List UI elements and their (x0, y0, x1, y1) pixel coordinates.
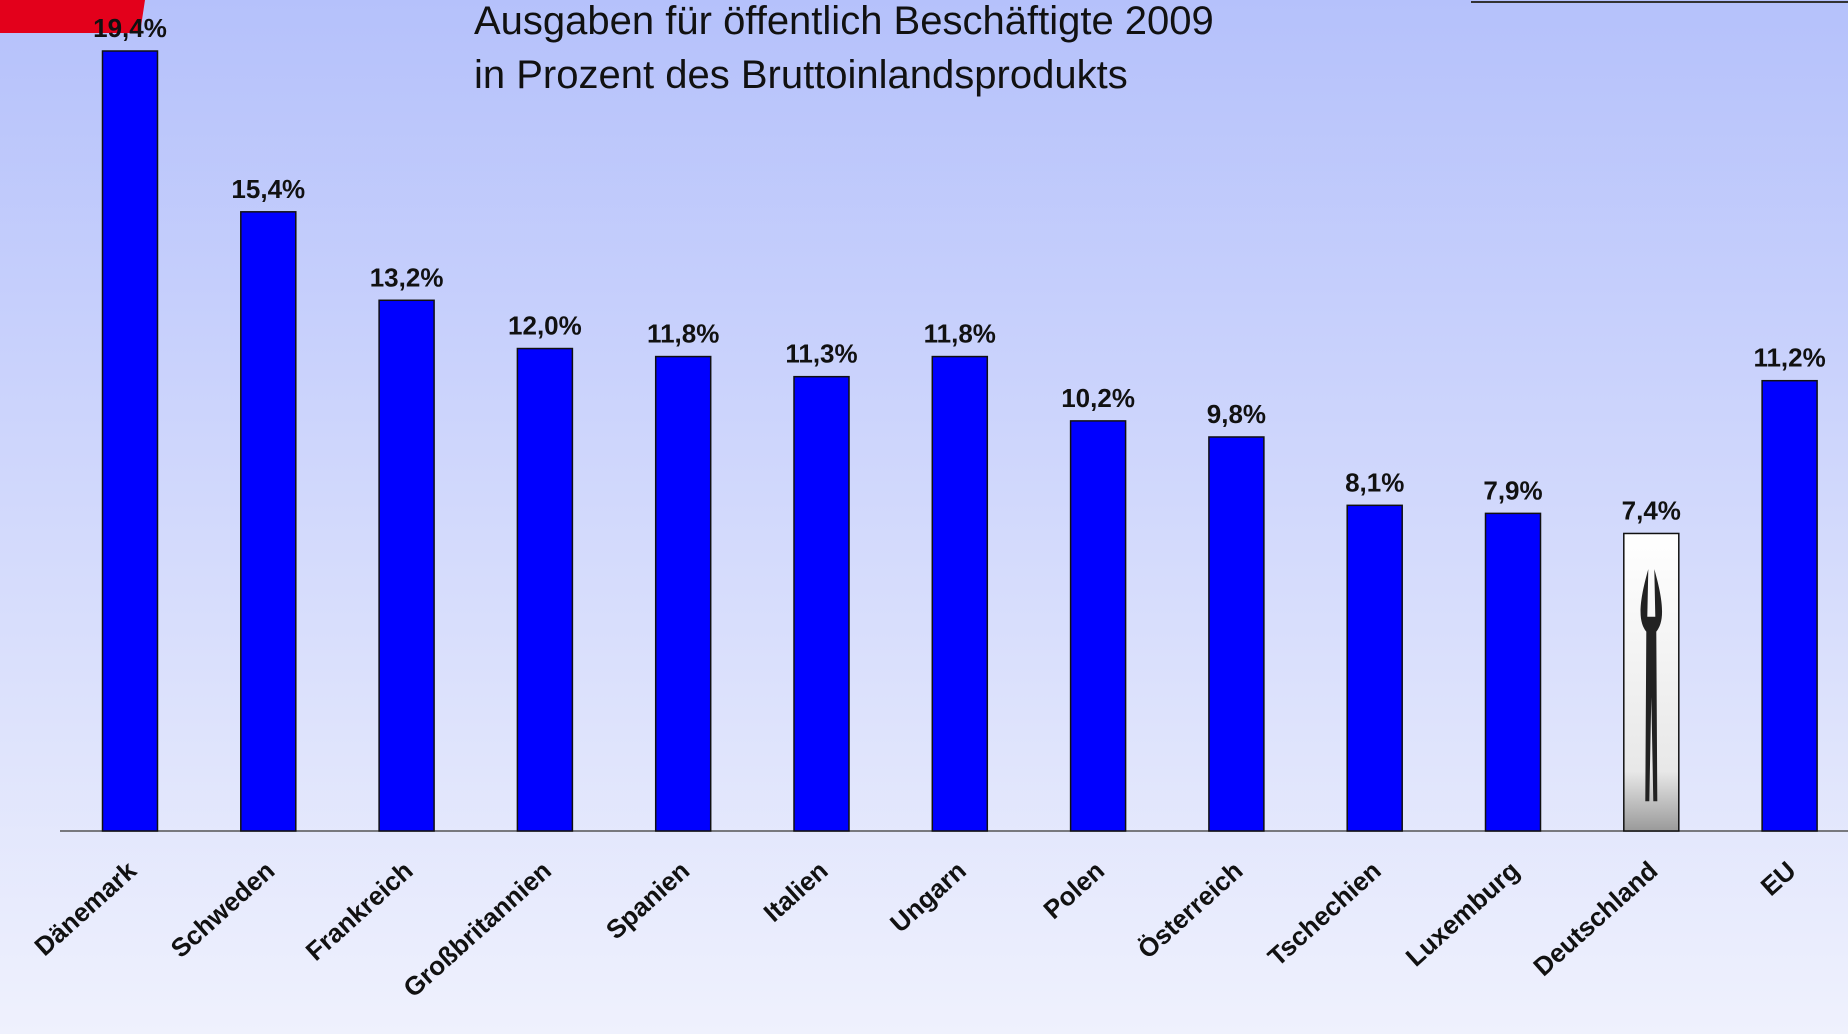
bar (378, 299, 435, 832)
value-label: 11,2% (1753, 343, 1825, 373)
logo (0, 0, 145, 33)
bar (1069, 420, 1127, 832)
bar (1346, 504, 1403, 832)
value-label: 9,8% (1207, 399, 1266, 429)
bar (516, 347, 574, 832)
chart-title: Ausgaben für öffentlich Beschäftigte 200… (474, 0, 1214, 43)
bar (240, 211, 297, 832)
chart-subtitle: in Prozent des Bruttoinlandsprodukts (474, 53, 1128, 97)
bar (1484, 512, 1542, 832)
bar (793, 375, 850, 832)
value-label: 11,8% (647, 319, 719, 349)
value-label: 19,4% (93, 13, 167, 43)
value-label: 7,9% (1483, 475, 1542, 505)
value-label: 7,4% (1622, 495, 1681, 525)
value-label: 15,4% (231, 174, 305, 204)
bar (1761, 379, 1818, 832)
value-label: 8,1% (1345, 467, 1404, 497)
bar-figure (1640, 569, 1663, 802)
value-label: 10,2% (1061, 383, 1135, 413)
value-label: 13,2% (370, 262, 444, 292)
bar (654, 355, 712, 832)
value-label: 11,3% (785, 339, 857, 369)
bar (1208, 436, 1265, 832)
value-label: 12,0% (508, 311, 582, 341)
bar (931, 355, 989, 832)
value-label: 11,8% (924, 319, 996, 349)
bar (101, 50, 159, 832)
